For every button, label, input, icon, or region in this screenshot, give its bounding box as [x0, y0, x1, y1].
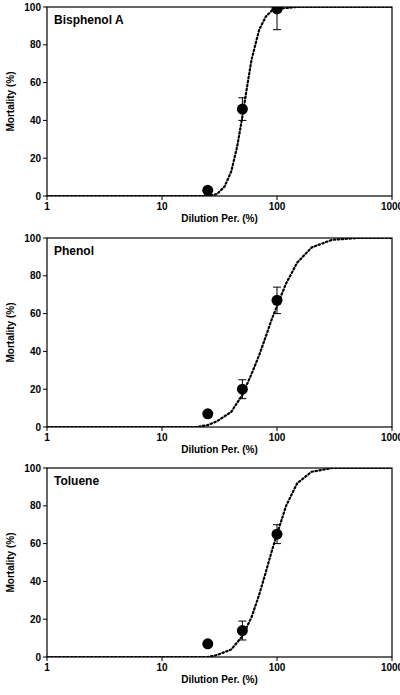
y-tick-label: 40 [30, 346, 42, 357]
y-tick-label: 100 [24, 233, 41, 244]
chart-title: Phenol [54, 244, 94, 258]
error-cap [273, 29, 281, 30]
y-tick-label: 40 [30, 576, 42, 587]
panel: 0 20 40 60 80 100 1 10 100 1000 Bisphenol A Dilutio… [5, 0, 400, 224]
plot-data [47, 468, 392, 657]
y-tick-label: 80 [30, 270, 42, 281]
x-tick [392, 196, 393, 200]
y-tick-label: 60 [30, 77, 42, 88]
y-tick-label: 100 [24, 463, 41, 474]
y-tick-label: 0 [35, 191, 41, 202]
figure: 0204060801001101001000Bisphenol ADilutio… [0, 0, 400, 695]
y-tick-label: 20 [30, 384, 42, 395]
y-tick-label: 20 [30, 153, 42, 164]
x-tick [47, 427, 48, 431]
x-axis-label: Dilution Per. (%) [181, 213, 258, 224]
y-tick-label: 80 [30, 500, 42, 511]
fit-curve [47, 7, 392, 196]
plot-frame [47, 468, 392, 657]
x-tick-label: 10 [156, 432, 168, 443]
error-cap [238, 621, 246, 622]
plot-data [47, 7, 392, 196]
x-tick-label: 1000 [381, 201, 400, 212]
y-tick-label: 80 [30, 39, 42, 50]
x-tick-label: 100 [269, 662, 286, 673]
panel: 0 20 40 60 80 100 1 10 100 1000 Phenol Dilution Per… [5, 233, 400, 456]
y-tick-label: 60 [30, 308, 42, 319]
x-tick [392, 427, 393, 431]
x-tick-label: 10 [156, 662, 168, 673]
x-tick [162, 427, 163, 431]
y-tick-label: 0 [35, 422, 41, 433]
x-tick [162, 196, 163, 200]
x-tick-label: 1000 [381, 662, 400, 673]
plot-frame [47, 238, 392, 427]
x-tick-label: 1 [44, 432, 50, 443]
plot-frame [47, 7, 392, 196]
error-cap [238, 379, 246, 380]
panel: 0 20 40 60 80 100 1 10 100 1000 Toluene Dilution Pe… [5, 463, 400, 686]
x-tick-label: 10 [156, 201, 168, 212]
x-tick [277, 196, 278, 200]
fit-curve [47, 468, 392, 657]
chart-title: Bisphenol A [54, 13, 124, 27]
data-point [202, 408, 213, 419]
x-tick [277, 427, 278, 431]
y-tick-label: 40 [30, 115, 42, 126]
error-cap [273, 287, 281, 288]
y-tick-label: 20 [30, 614, 42, 625]
y-tick-label: 0 [35, 652, 41, 663]
data-point [202, 638, 213, 649]
x-tick-label: 1000 [381, 432, 400, 443]
x-tick [47, 196, 48, 200]
x-tick-label: 100 [269, 432, 286, 443]
chart-title: Toluene [54, 474, 99, 488]
plot-data [47, 238, 392, 427]
y-tick-label: 60 [30, 538, 42, 549]
y-tick-label: 100 [24, 2, 41, 13]
y-axis-label: Mortality (%) [5, 72, 16, 132]
y-axis-label: Mortality (%) [5, 303, 16, 363]
x-axis-label: Dilution Per. (%) [181, 674, 258, 685]
fit-curve [47, 238, 392, 427]
data-point [272, 529, 283, 540]
x-tick-label: 1 [44, 201, 50, 212]
x-axis-label: Dilution Per. (%) [181, 444, 258, 455]
x-tick-label: 100 [269, 201, 286, 212]
x-tick-label: 1 [44, 662, 50, 673]
y-axis-label: Mortality (%) [5, 533, 16, 593]
